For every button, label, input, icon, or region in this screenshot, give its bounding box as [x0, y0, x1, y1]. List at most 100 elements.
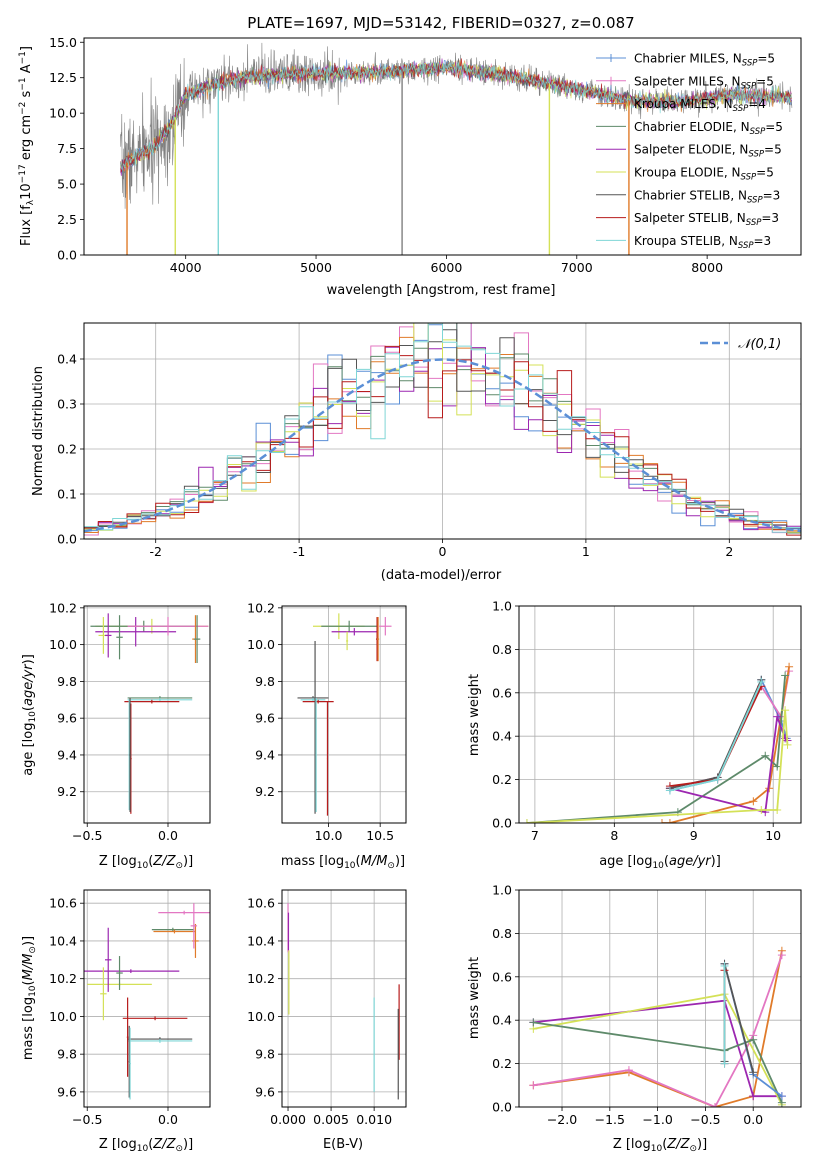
weight-vs-age-point-marker	[785, 662, 794, 671]
residuals-xtick-label: -2	[149, 544, 161, 559]
spectrum-legend-entry: Kroupa ELODIE, NSSP=5	[596, 166, 774, 183]
spectrum-xtick-label: 7000	[561, 260, 593, 275]
age-vs-mass-errorbar	[321, 620, 378, 632]
weight-vs-age-lines	[522, 662, 794, 823]
mass-vs-z-ylabel: mass [log10(M/M⊙)]	[21, 936, 38, 1060]
residuals-xtick-label: 0	[439, 544, 447, 559]
mass-vs-z-errorbar	[129, 1027, 131, 1100]
age-vs-z-errorbars	[90, 613, 209, 814]
spectrum-lines	[120, 42, 793, 255]
weight-vs-age-ytick-label: 0.2	[492, 772, 512, 787]
weight-vs-age-series-line	[669, 716, 789, 814]
mass-vs-ebv-xtick-label: 0.000	[270, 1112, 306, 1127]
age-vs-mass-ytick-label: 9.2	[255, 784, 275, 799]
weight-vs-z-point-marker	[749, 1068, 758, 1077]
weight-vs-z-xtick-label: −2.0	[547, 1112, 577, 1127]
mass-vs-z-errorbars	[84, 903, 210, 1100]
spectrum-legend-label: Salpeter STELIB, NSSP=3	[634, 211, 779, 228]
age-vs-z-errorbar	[129, 697, 131, 812]
weight-vs-z-point-marker	[624, 1066, 633, 1075]
residual-histogram-step	[84, 323, 801, 537]
mass-weight-vs-age-panel: 7 8 9 10 0.0 0.2 0.4 0.6 0.8 1.0	[492, 599, 802, 843]
age-vs-mass-errorbar	[302, 699, 334, 704]
spectrum-model-line	[120, 62, 792, 171]
weight-vs-z-point-marker	[720, 961, 729, 970]
mass-vs-ebv-errorbars	[287, 903, 400, 1100]
weight-vs-z-ytick-label: 0.0	[492, 1100, 512, 1115]
age-vs-z-errorbar	[124, 699, 180, 704]
mass-vs-ebv-ytick-label: 9.8	[255, 1047, 275, 1062]
age-vs-mass-panel: 10.0 10.5 9.2 9.4 9.6 9.8 10.0 10.2	[247, 600, 407, 843]
spectrum-ylabel: Flux [fλ10−17 erg cm−2 s−1 A−1]	[18, 46, 36, 246]
spectrum-legend-entry: Kroupa MILES, NSSP=4	[596, 97, 766, 114]
weight-vs-age-ytick-label: 1.0	[492, 599, 512, 614]
age-vs-z-ytick-label: 9.4	[57, 747, 77, 762]
spectrum-ytick-label: 7.5	[57, 141, 77, 156]
age-vs-z-errorbar	[116, 615, 123, 660]
weight-vs-age-point-marker	[773, 712, 782, 721]
age-vs-mass-frame	[281, 605, 407, 824]
age-vs-z-ylabel: age [log10(age/yr)]	[21, 654, 38, 776]
mass-vs-ebv-xtick-label: 0.010	[356, 1112, 392, 1127]
mass-vs-ebv-xtick-label: 0.005	[313, 1112, 349, 1127]
weight-vs-age-point-marker	[783, 740, 792, 749]
spectrum-legend-entry: Chabrier MILES, NSSP=5	[596, 52, 775, 69]
weight-vs-age-point-marker	[781, 706, 790, 715]
mass-vs-z-errorbar	[151, 927, 194, 932]
weight-vs-z-point-marker	[749, 1035, 758, 1044]
mass-vs-z-errorbar	[190, 903, 198, 949]
mass-vs-ebv-ytick-label: 10.4	[247, 933, 275, 948]
spectrum-legend-label: Chabrier STELIB, NSSP=3	[634, 188, 780, 205]
residuals-frame	[83, 322, 802, 540]
residuals-xtick-label: 2	[725, 544, 733, 559]
residual-histogram-panel: -2 -1 0 1 2 0.0 0.1 0.2 0.3 0.4 𝒩(0,1)	[57, 322, 802, 559]
weight-vs-age-point-marker	[713, 775, 722, 784]
mass-vs-z-errorbar	[153, 929, 196, 934]
spectrum-xtick-label: 4000	[170, 260, 202, 275]
weight-vs-z-ytick-label: 0.6	[492, 969, 512, 984]
age-vs-z-ytick-label: 10.2	[49, 600, 77, 615]
mass-vs-z-frame	[83, 889, 211, 1108]
spectrum-legend-entry: Chabrier STELIB, NSSP=3	[596, 188, 780, 205]
mass-vs-z-ytick-label: 10.2	[49, 971, 77, 986]
age-vs-mass-errorbar	[326, 701, 329, 816]
weight-vs-age-ytick-label: 0.4	[492, 729, 512, 744]
mass-vs-ebv-errorbar	[287, 912, 290, 951]
age-vs-metallicity-panel: −0.5 0.0 9.2 9.4 9.6 9.8 10.0 10.2	[49, 600, 211, 843]
age-vs-mass-errorbars	[297, 613, 392, 816]
spectrum-ytick-label: 10.0	[49, 106, 77, 121]
weight-vs-age-ytick-label: 0.8	[492, 642, 512, 657]
weight-vs-age-point-marker	[757, 805, 766, 814]
mass-vs-ebv-ytick-label: 10.0	[247, 1009, 275, 1024]
spectrum-xtick-label: 8000	[691, 260, 723, 275]
spectrum-panel: 4000 5000 6000 7000 8000 0.0 2.5 5.0 7.5 10.0 12.5…	[49, 35, 802, 275]
mass-vs-ebv-errorbar	[397, 1008, 399, 1100]
mass-vs-ebv-xlabel: E(B-V)	[323, 1137, 363, 1152]
mass-vs-z-xlabel: Z [log10(Z/Z⊙)]	[99, 1137, 193, 1154]
weight-vs-age-point-marker	[665, 786, 674, 795]
weight-vs-age-point-marker	[773, 805, 782, 814]
age-vs-mass-errorbar	[379, 617, 392, 636]
age-vs-mass-errorbar	[377, 617, 380, 662]
spectrum-legend-label: Kroupa MILES, NSSP=4	[634, 97, 766, 114]
weight-vs-age-point-marker	[657, 819, 666, 823]
mass-vs-z-errorbar	[122, 1016, 188, 1021]
age-vs-z-errorbar	[127, 617, 209, 636]
weight-vs-age-point-marker	[522, 819, 531, 823]
spectrum-ytick-label: 12.5	[49, 70, 77, 85]
mass-vs-z-errorbar	[158, 910, 210, 915]
mass-vs-z-errorbar	[126, 997, 129, 1077]
weight-vs-age-point-marker	[757, 677, 766, 686]
age-vs-mass-ytick-label: 9.4	[255, 747, 275, 762]
weight-vs-age-ytick-label: 0.0	[492, 816, 512, 831]
age-vs-z-ytick-label: 9.2	[57, 784, 77, 799]
residuals-legend-label: 𝒩(0,1)	[738, 337, 781, 352]
mass-vs-metallicity-panel: −0.5 0.0 9.6 9.8 10.0 10.2 10.4 10.6	[49, 889, 211, 1127]
mass-vs-z-xtick-label: −0.5	[72, 1112, 102, 1127]
mass-vs-z-ytick-label: 10.4	[49, 933, 77, 948]
residuals-ytick-label: 0.3	[57, 397, 77, 412]
normal-reference-curve	[84, 358, 801, 533]
spectrum-frame	[83, 37, 802, 256]
weight-vs-age-point-marker	[761, 751, 770, 760]
